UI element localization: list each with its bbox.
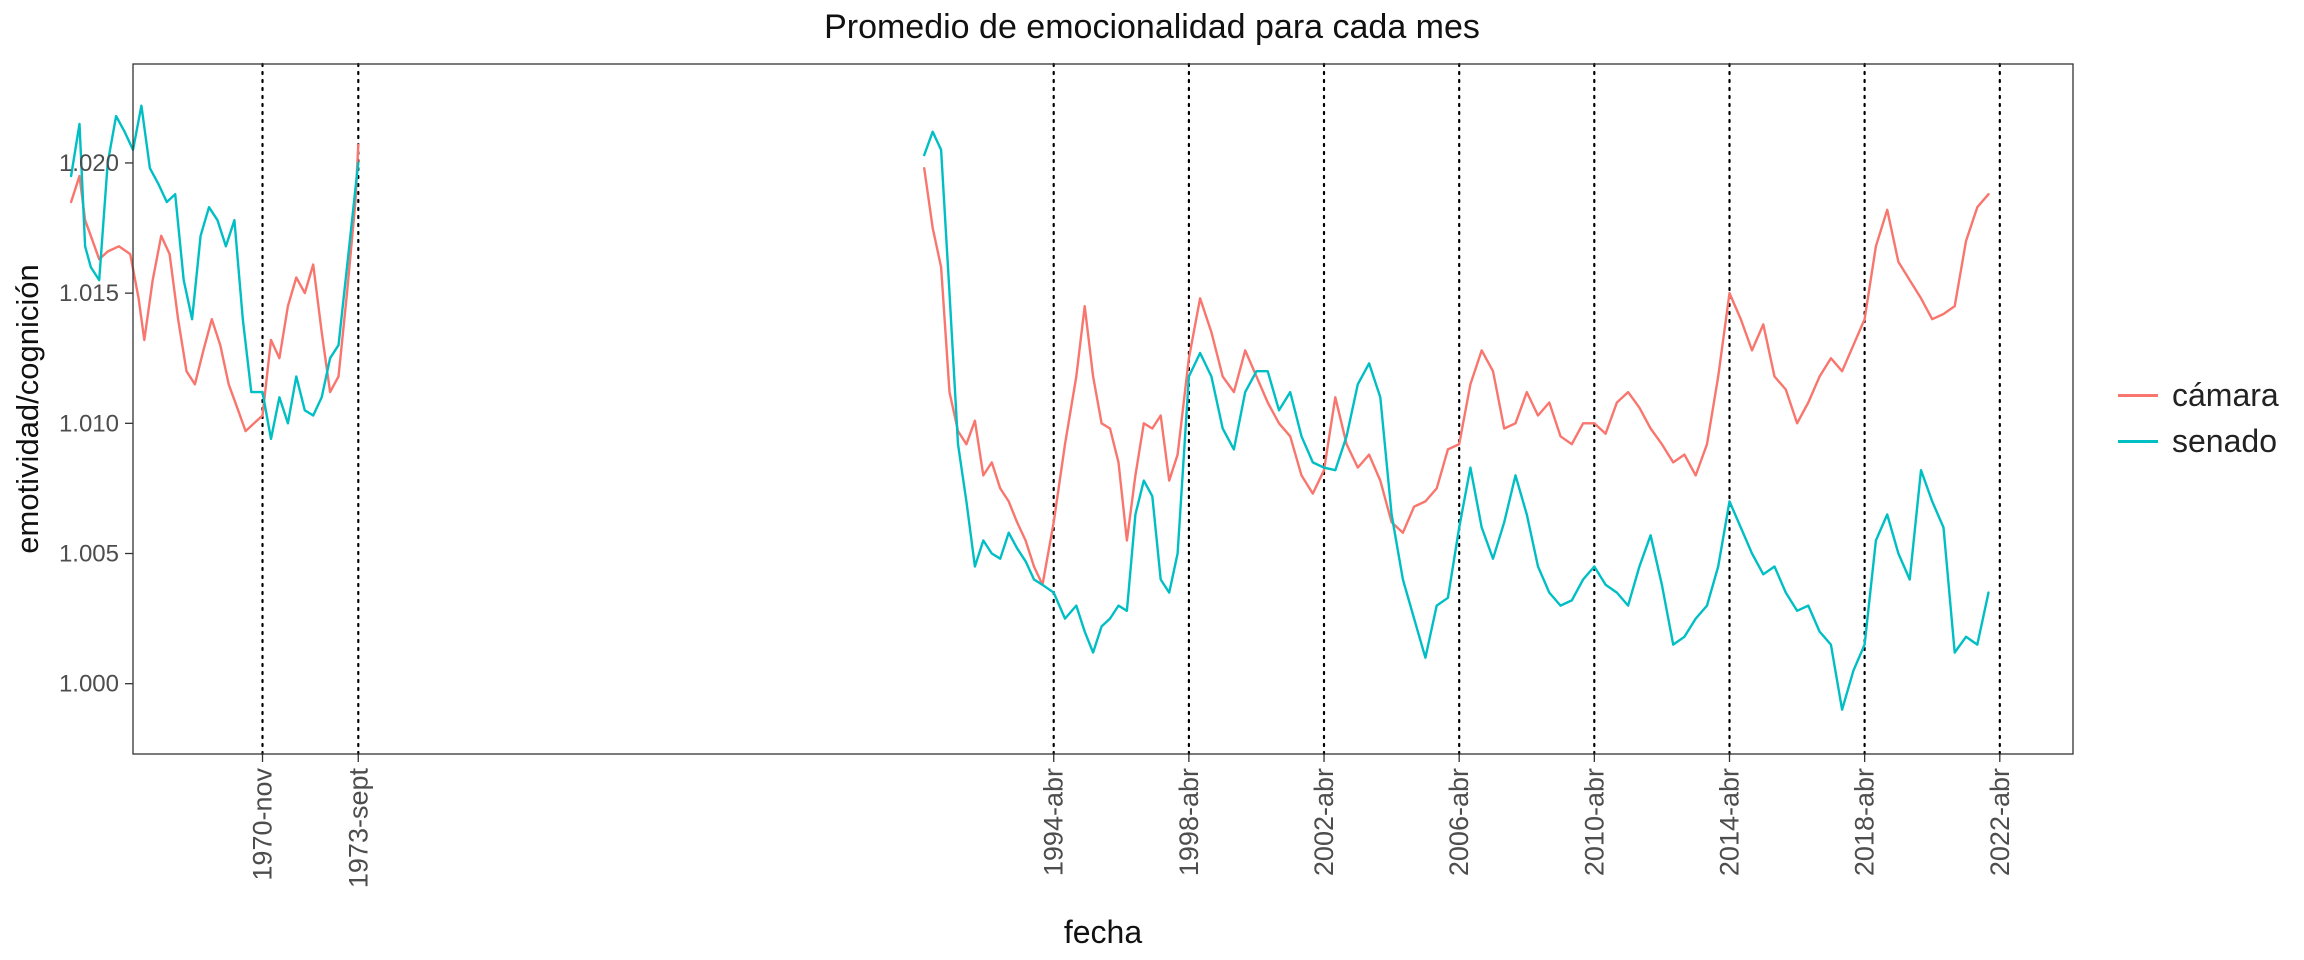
y-tick-label: 1.000 — [59, 671, 119, 698]
series-line-senado-segment-1 — [69, 104, 360, 441]
x-tick-label: 2006-abr — [1444, 768, 1474, 876]
reference-lines — [261, 62, 2001, 756]
y-axis-title: emotividad/cognición — [10, 264, 45, 554]
x-tick-label: 2010-abr — [1579, 768, 1609, 876]
x-tick-label: 2002-abr — [1309, 768, 1339, 876]
x-axis: 1970-nov 1973-sept 1994-abr 1998-abr 2002-ab… — [248, 754, 2015, 888]
y-tick-label: 1.015 — [59, 280, 119, 307]
legend: cámara senado — [2118, 372, 2279, 464]
legend-item-camara: cámara — [2118, 372, 2279, 418]
legend-label-senado: senado — [2172, 422, 2277, 459]
x-tick-label: 2014-abr — [1715, 768, 1745, 876]
x-tick-label: 1998-abr — [1174, 768, 1204, 876]
x-tick-label: 2018-abr — [1850, 768, 1880, 876]
x-axis-title: fecha — [1064, 914, 1142, 950]
x-tick-label: 2022-abr — [1985, 768, 2015, 876]
series-line-camara-segment-1 — [69, 143, 360, 433]
y-tick-label: 1.020 — [59, 150, 119, 177]
legend-label-camara: cámara — [2172, 376, 2279, 413]
plot-panel-border — [132, 63, 2074, 755]
legend-swatch-senado — [2118, 439, 2158, 443]
y-tick-label: 1.005 — [59, 541, 119, 568]
legend-swatch-camara — [2118, 393, 2158, 397]
x-tick-label: 1970-nov — [248, 768, 278, 881]
series-line-senado-segment-2 — [923, 130, 1990, 711]
legend-item-senado: senado — [2118, 418, 2279, 464]
chart-title: Promedio de emocionalidad para cada mes — [824, 8, 1480, 46]
series-lines — [69, 104, 1990, 711]
y-tick-label: 1.010 — [59, 410, 119, 437]
series-line-camara-segment-2 — [923, 167, 1990, 586]
y-axis: 1.000 1.005 1.010 1.015 1.020 — [59, 150, 133, 698]
x-tick-label: 1994-abr — [1039, 768, 1069, 876]
x-tick-label: 1973-sept — [343, 768, 373, 889]
